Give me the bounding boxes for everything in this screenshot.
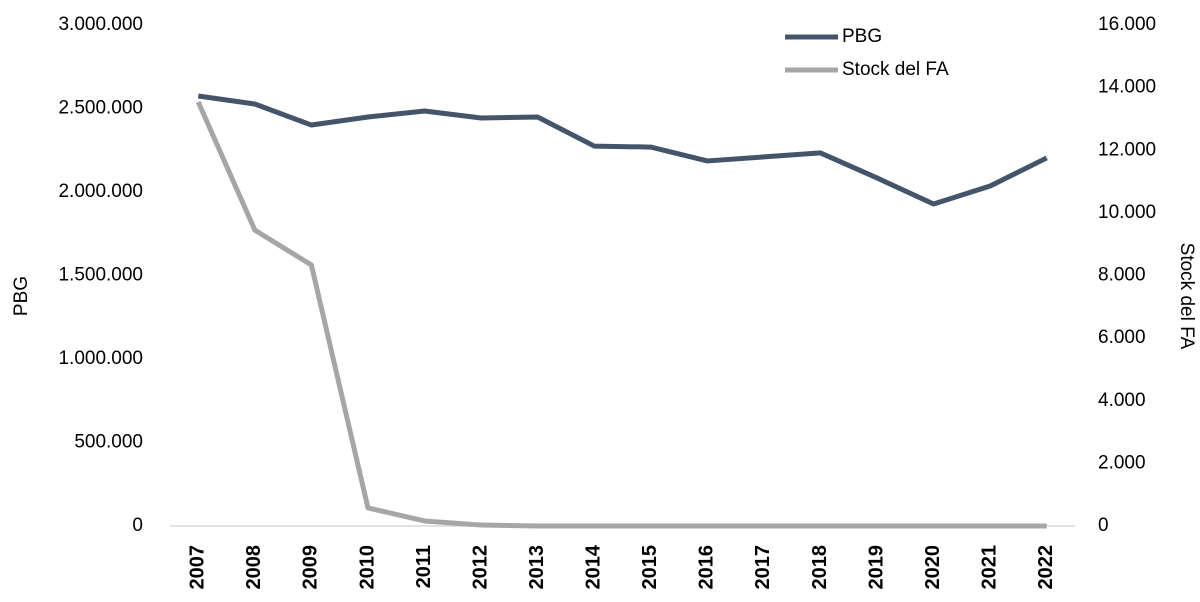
x-tick-label: 2013 <box>526 545 548 590</box>
y-axis-label: PBG <box>11 276 32 316</box>
y-tick-label: 2.000.000 <box>58 181 143 202</box>
legend-label: PBG <box>842 26 882 47</box>
y-tick-label: 500.000 <box>74 432 143 453</box>
series-line <box>195 101 1047 529</box>
y2-tick-label: 4.000 <box>1098 390 1146 411</box>
y2-tick-label: 8.000 <box>1098 265 1146 286</box>
x-tick-label: 2019 <box>865 545 887 590</box>
y-tick-label: 3.000.000 <box>58 14 143 35</box>
x-tick-label: 2011 <box>413 545 435 588</box>
y2-tick-label: 6.000 <box>1098 327 1146 348</box>
x-tick-label: 2020 <box>922 545 944 590</box>
x-tick-label: 2009 <box>300 545 322 590</box>
y2-tick-label: 10.000 <box>1098 202 1156 223</box>
legend-label: Stock del FA <box>842 59 949 80</box>
x-tick-label: 2017 <box>752 545 774 590</box>
x-tick-label: 2018 <box>809 545 831 590</box>
y-tick-label: 1.500.000 <box>58 265 143 286</box>
x-tick-label: 2022 <box>1035 545 1057 590</box>
y2-tick-label: 12.000 <box>1098 139 1156 160</box>
series-line <box>197 93 1048 207</box>
x-tick-label: 2014 <box>583 544 605 589</box>
y2-tick-label: 14.000 <box>1098 77 1156 98</box>
x-tick-label: 2008 <box>243 545 265 590</box>
y2-tick-label: 2.000 <box>1098 452 1146 473</box>
x-tick-label: 2007 <box>187 545 209 590</box>
x-tick-label: 2015 <box>639 545 661 590</box>
y2-tick-label: 0 <box>1098 515 1109 536</box>
y-tick-label: 2.500.000 <box>58 98 143 119</box>
y2-tick-label: 16.000 <box>1098 14 1156 35</box>
x-tick-label: 2010 <box>356 545 378 590</box>
y-tick-label: 1.000.000 <box>58 348 143 369</box>
x-tick-label: 2012 <box>469 545 491 590</box>
y-tick-label: 0 <box>132 515 143 536</box>
y2-axis-label: Stock del FA <box>1176 243 1197 350</box>
x-tick-label: 2021 <box>978 545 1000 590</box>
x-tick-label: 2016 <box>696 545 718 590</box>
